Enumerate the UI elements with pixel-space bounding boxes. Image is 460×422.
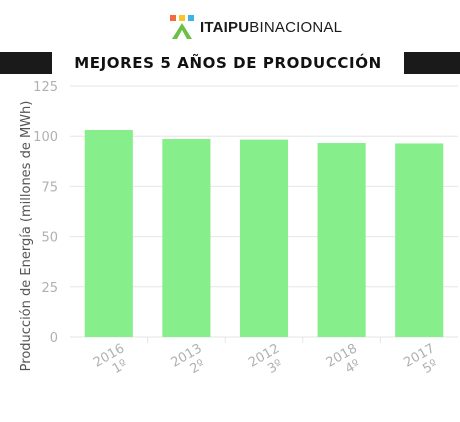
chart-area: 0 25 50 75 100 125 2016 1º 2013 2º 2012 3º 2018 4º 20…: [0, 74, 460, 417]
chart-title: MEJORES 5 AÑOS DE PRODUCCIÓN: [74, 54, 382, 72]
y-axis-label: Producción de Energía (millones de MWh): [19, 101, 34, 372]
y-ticks-layer: 0 25 50 75 100 125: [33, 80, 58, 346]
bar-2012: [239, 139, 289, 337]
logo-text-bold: ITAIPU: [200, 18, 250, 36]
itaipu-logo: ITAIPU BINACIONAL: [168, 14, 342, 40]
x-rank-label: 4º: [343, 357, 363, 377]
itaipu-logo-icon: [170, 15, 194, 39]
bar-2016: [84, 129, 133, 337]
bar-2018: [317, 143, 366, 337]
y-tick-label: 75: [41, 180, 58, 195]
header: ITAIPU BINACIONAL: [0, 0, 460, 52]
bar-2017: [395, 143, 444, 337]
y-tick-label: 50: [41, 231, 58, 246]
y-tick-label: 0: [50, 331, 58, 346]
x-rank-label: 2º: [188, 357, 208, 377]
y-tick-label: 100: [33, 130, 58, 145]
x-rank-label: 5º: [420, 357, 440, 377]
bars-layer: [84, 129, 444, 337]
logo-text-light: BINACIONAL: [249, 18, 343, 36]
y-tick-label: 25: [41, 281, 58, 296]
bar-2013: [162, 139, 211, 337]
x-rank-label: 1º: [110, 357, 130, 377]
x-rank-label: 3º: [265, 357, 285, 377]
y-tick-label: 125: [33, 80, 58, 95]
title-box: MEJORES 5 AÑOS DE PRODUCCIÓN: [52, 52, 404, 74]
